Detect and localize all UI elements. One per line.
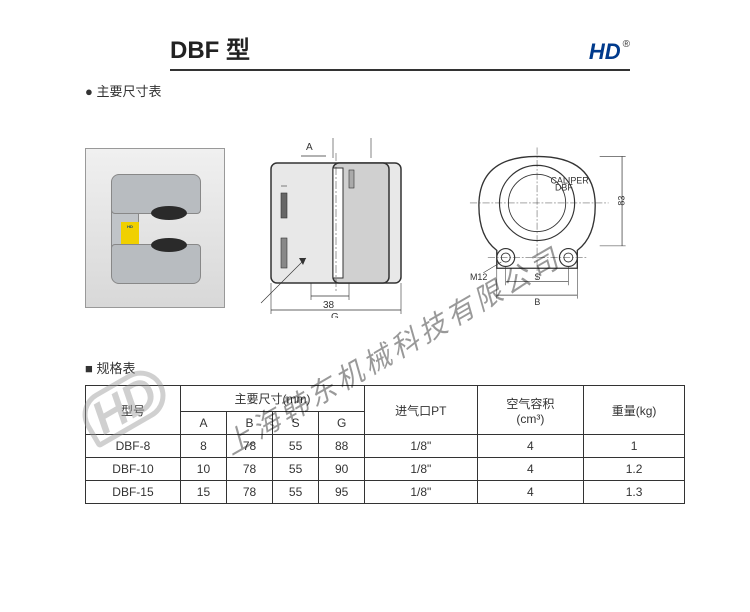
cell: 55	[273, 435, 319, 458]
cell: 78	[227, 481, 273, 504]
badge-dbf: DBF	[555, 182, 573, 192]
registered-mark: ®	[623, 39, 630, 50]
cell: 90	[319, 458, 365, 481]
table-row: DBF-10 10 78 55 90 1/8" 4 1.2	[86, 458, 685, 481]
cell: 88	[319, 435, 365, 458]
table-row: DBF-15 15 78 55 95 1/8" 4 1.3	[86, 481, 685, 504]
label-M12: M12	[470, 272, 487, 282]
dim-83: 83	[617, 196, 627, 206]
technical-drawings: 38.5 A 38	[241, 108, 690, 338]
product-sticker: HD	[121, 222, 139, 244]
cell: 78	[227, 435, 273, 458]
cell: 4	[477, 481, 584, 504]
cell: 1/8"	[365, 435, 477, 458]
th-maindim: 主要尺寸(mm)	[180, 386, 364, 412]
cell: 1/8"	[365, 481, 477, 504]
spec-table: 型号 主要尺寸(mm) 进气口PT 空气容积 (cm³) 重量(kg) A B …	[85, 385, 685, 504]
label-S: S	[534, 272, 540, 282]
cell: 15	[180, 481, 226, 504]
th-wt: 重量(kg)	[584, 386, 685, 435]
section-dimensions-title: 主要尺寸表	[85, 81, 750, 100]
cell: 10	[180, 458, 226, 481]
cell: 8	[180, 435, 226, 458]
cell: 78	[227, 458, 273, 481]
label-G: G	[331, 312, 339, 318]
cell: DBF-8	[86, 435, 181, 458]
section-spec-title: 规格表	[85, 358, 750, 377]
cell: DBF-15	[86, 481, 181, 504]
cell: 1/8"	[365, 458, 477, 481]
label-A: A	[306, 142, 313, 153]
th-G: G	[319, 412, 365, 435]
th-S: S	[273, 412, 319, 435]
page-title: DBF 型	[170, 30, 250, 65]
th-pt: 进气口PT	[365, 386, 477, 435]
label-B: B	[534, 297, 540, 307]
cell: 95	[319, 481, 365, 504]
product-photo: HD	[85, 148, 225, 308]
hd-logo: HD®	[589, 39, 630, 65]
top-view-drawing: 38.5 A 38	[251, 138, 421, 318]
cell: 1.2	[584, 458, 685, 481]
cell: 1	[584, 435, 685, 458]
cell: DBF-10	[86, 458, 181, 481]
cell: 1.3	[584, 481, 685, 504]
th-A: A	[180, 412, 226, 435]
cell: 4	[477, 435, 584, 458]
th-air: 空气容积 (cm³)	[477, 386, 584, 435]
hd-logo-text: HD	[589, 39, 623, 64]
cell: 55	[273, 481, 319, 504]
cell: 4	[477, 458, 584, 481]
th-model: 型号	[86, 386, 181, 435]
table-row: DBF-8 8 78 55 88 1/8" 4 1	[86, 435, 685, 458]
diagram-area: HD 38.5 A	[0, 108, 750, 338]
side-view-drawing: 83 CALIPER DBF M12 S	[461, 138, 631, 318]
cell: 55	[273, 458, 319, 481]
dim-38: 38	[323, 300, 335, 311]
th-B: B	[227, 412, 273, 435]
